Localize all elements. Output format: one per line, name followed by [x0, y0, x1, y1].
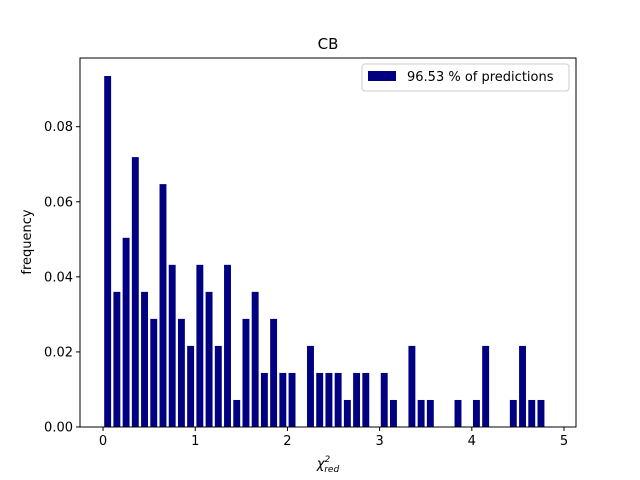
bars-group: [104, 76, 545, 427]
bar: [279, 372, 287, 427]
x-tick-label: 4: [468, 434, 476, 449]
legend-box: [361, 63, 570, 92]
bar: [353, 372, 361, 427]
x-tick-label: 0: [99, 434, 107, 449]
x-tick-label: 5: [560, 434, 568, 449]
bar: [482, 345, 490, 427]
bar: [390, 399, 397, 427]
y-tick-label: 0.04: [44, 270, 73, 285]
bar: [104, 76, 112, 427]
bar: [528, 399, 536, 427]
bar: [113, 291, 121, 427]
bar: [177, 318, 185, 427]
x-tick-label: 2: [283, 434, 291, 449]
x-axis-label-sup: 2: [325, 455, 331, 465]
x-tick-label: 3: [375, 434, 383, 449]
bar: [159, 184, 167, 427]
x-axis-label-sub: red: [324, 465, 339, 475]
bar: [270, 318, 278, 427]
bar: [334, 372, 342, 427]
bar: [224, 264, 231, 427]
bar: [150, 318, 158, 427]
bar: [343, 399, 351, 427]
bar: [141, 291, 148, 427]
bar: [205, 291, 213, 427]
bar: [519, 345, 526, 427]
bar: [187, 345, 195, 427]
bar: [380, 372, 388, 427]
bar: [408, 345, 416, 427]
y-axis-label: frequency: [20, 209, 35, 275]
bar: [122, 237, 130, 427]
bar: [325, 372, 333, 427]
legend: 96.53 % of predictions: [361, 63, 570, 92]
y-tick-label: 0.00: [44, 421, 73, 436]
bar: [233, 399, 241, 427]
x-axis-ticks: 0 1 2 3 4 5: [99, 427, 568, 449]
bar: [131, 157, 139, 427]
chart-title: CB: [318, 35, 339, 53]
x-axis-label-main: χ: [316, 457, 326, 472]
bar: [472, 399, 480, 427]
bar: [316, 372, 324, 427]
legend-label: 96.53 % of predictions: [407, 70, 554, 85]
bar: [417, 399, 425, 427]
bar: [454, 399, 462, 427]
bar: [537, 399, 545, 427]
bar: [362, 372, 370, 427]
legend-swatch: [368, 71, 396, 81]
bar: [242, 318, 250, 427]
x-tick-label: 1: [191, 434, 199, 449]
bar: [196, 264, 204, 427]
plot-frame: [79, 57, 577, 428]
bar: [288, 372, 296, 427]
bar: [426, 399, 434, 427]
y-axis-ticks: 0.00 0.02 0.04 0.06 0.08: [44, 120, 80, 436]
y-tick-label: 0.02: [44, 345, 73, 360]
bar: [251, 291, 259, 427]
bar: [214, 345, 222, 427]
bar: [168, 264, 176, 427]
bar: [509, 399, 517, 427]
bar: [307, 345, 314, 427]
x-axis-label: χ2 red: [316, 455, 340, 475]
bar: [260, 372, 268, 427]
y-tick-label: 0.08: [44, 120, 73, 135]
y-tick-label: 0.06: [44, 195, 73, 210]
